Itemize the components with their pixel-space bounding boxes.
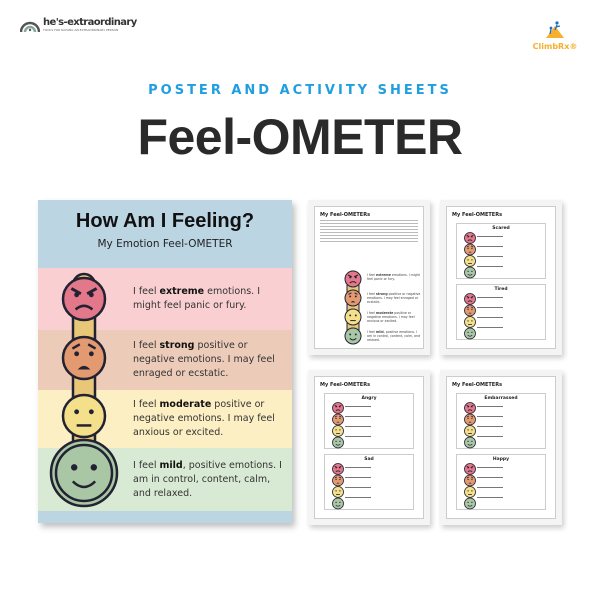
answer-line <box>345 487 371 488</box>
sheet-title: My Feel-OMETERs <box>320 212 371 218</box>
activity-sheet: My Feel-OMETERs I feel extreme emotions. … <box>308 200 430 355</box>
answer-line <box>345 406 371 407</box>
hes-extraordinary-logo: he's-extraordinary TOOLS FOR RAISING AN E… <box>20 16 137 32</box>
poster-header: How Am I Feeling? My Emotion Feel-OMETER <box>38 200 292 268</box>
answer-line <box>345 477 371 478</box>
sheet-title: My Feel-OMETERs <box>452 212 503 218</box>
worried-face-icon <box>61 335 107 381</box>
emotion-box: Happy <box>456 454 546 510</box>
answer-line <box>345 426 371 427</box>
level-description: I feel mild, positive emotions. I am in … <box>133 459 282 499</box>
answer-line <box>477 297 503 298</box>
brand-name: ClimbRx® <box>532 42 578 51</box>
answer-line <box>477 256 503 257</box>
emotion-box: Sad <box>324 454 414 510</box>
answer-line <box>477 307 503 308</box>
climbrx-logo: ClimbRx® <box>530 20 580 51</box>
activity-sheet: My Feel-OMETERs Angry Sad <box>308 370 430 525</box>
poster-subtitle: My Emotion Feel-OMETER <box>97 238 233 250</box>
answer-line <box>477 327 503 328</box>
poster: How Am I Feeling? My Emotion Feel-OMETER… <box>38 200 292 523</box>
mini-feel-ometer <box>332 402 344 449</box>
brand-tagline: TOOLS FOR RAISING AN EXTRAORDINARY PERSO… <box>43 27 119 32</box>
emotion-box: Embarrassed <box>456 393 546 449</box>
answer-line <box>345 467 371 468</box>
emotion-label: Angry <box>361 396 377 401</box>
angry-face-icon <box>61 276 107 322</box>
answer-line <box>477 416 503 417</box>
answer-line <box>477 406 503 407</box>
mini-feel-ometer <box>464 232 476 279</box>
neutral-face-icon <box>61 393 107 439</box>
emotion-box: Tired <box>456 284 546 340</box>
level-description: I feel extreme emotions. I might feel pa… <box>133 286 261 311</box>
emotion-label: Embarrassed <box>484 396 518 401</box>
mini-feel-ometer <box>332 463 344 510</box>
answer-line <box>345 497 371 498</box>
level-description: I feel extreme emotions. I might feel pa… <box>367 273 420 281</box>
poster-title: How Am I Feeling? <box>75 210 255 232</box>
answer-line <box>477 487 503 488</box>
sheet-title: My Feel-OMETERs <box>452 382 503 388</box>
mini-feel-ometer <box>464 463 476 510</box>
climbers-icon <box>546 21 564 38</box>
rainbow-icon <box>20 21 40 32</box>
answer-line <box>477 436 503 437</box>
level-description: I feel strong positive or negative emoti… <box>367 292 421 304</box>
brand-name: he's-extraordinary <box>43 16 137 28</box>
smile-face-icon <box>49 438 119 508</box>
answer-line <box>477 236 503 237</box>
emotion-label: Sad <box>364 457 374 462</box>
answer-line <box>477 497 503 498</box>
answer-line <box>477 317 503 318</box>
emotion-label: Tired <box>494 287 508 292</box>
feel-ometer-mini <box>344 270 362 345</box>
poster-footer <box>38 511 292 523</box>
emotion-label: Happy <box>492 457 510 462</box>
emotion-box: Angry <box>324 393 414 449</box>
level-description: I feel mild, positive emotions. I am in … <box>367 330 421 342</box>
mini-feel-ometer <box>464 293 476 340</box>
level-description: I feel moderate positive or negative emo… <box>133 399 275 438</box>
answer-line <box>345 416 371 417</box>
level-description: I feel moderate positive or negative emo… <box>367 311 415 323</box>
activity-sheet: My Feel-OMETERs Embarrassed Happy <box>440 370 562 525</box>
answer-line <box>477 477 503 478</box>
feel-ometer-thermometer <box>49 272 119 508</box>
answer-line <box>477 467 503 468</box>
emotion-box: Scared <box>456 223 546 279</box>
answer-line <box>477 266 503 267</box>
sheet-title: My Feel-OMETERs <box>320 382 371 388</box>
page-title: Feel-OMETER <box>137 109 463 165</box>
answer-line <box>477 426 503 427</box>
emotion-label: Scared <box>492 226 510 231</box>
answer-line <box>345 436 371 437</box>
answer-line <box>477 246 503 247</box>
activity-sheet: My Feel-OMETERs Scared Tired <box>440 200 562 355</box>
subtitle: POSTER AND ACTIVITY SHEETS <box>148 83 452 98</box>
mini-feel-ometer <box>464 402 476 449</box>
level-description: I feel strong positive or negative emoti… <box>133 340 275 379</box>
